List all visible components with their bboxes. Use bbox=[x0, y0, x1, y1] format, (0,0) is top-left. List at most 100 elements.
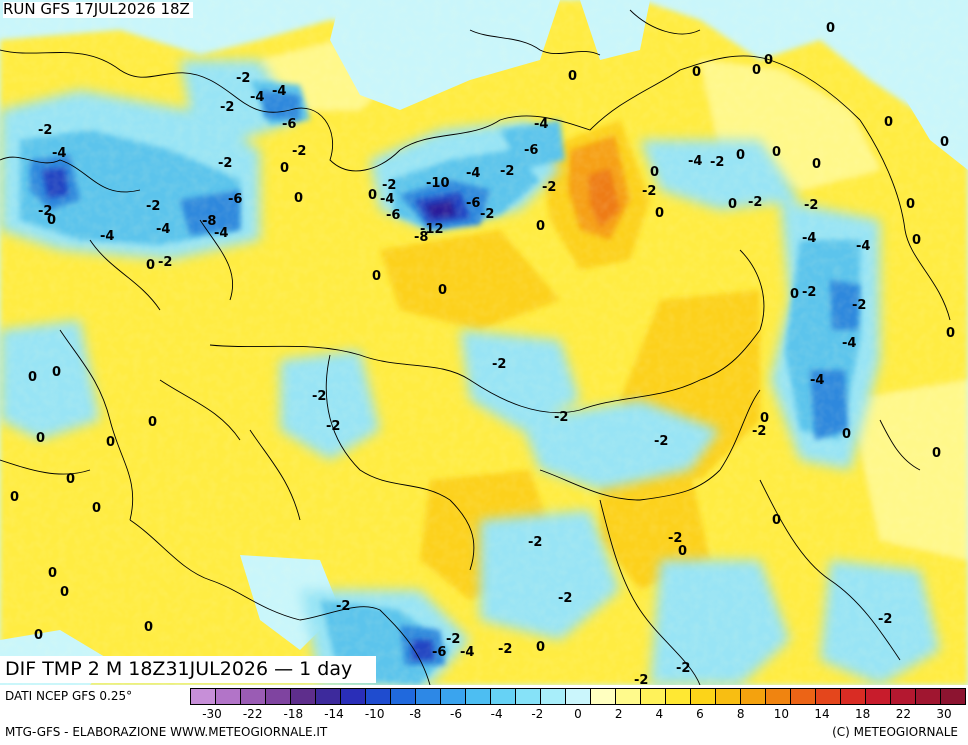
contour-label: -2 bbox=[446, 632, 460, 647]
contour-label: 0 bbox=[655, 206, 664, 221]
scale-swatch bbox=[716, 689, 741, 704]
contour-label: 0 bbox=[536, 640, 545, 655]
contour-label: 0 bbox=[368, 188, 377, 203]
contour-label: -8 bbox=[414, 230, 428, 245]
contour-label: 0 bbox=[568, 69, 577, 84]
contour-label: -2 bbox=[852, 298, 866, 313]
contour-label: 0 bbox=[148, 415, 157, 430]
contour-label: -6 bbox=[228, 192, 242, 207]
contour-label: -2 bbox=[558, 591, 572, 606]
scale-swatch bbox=[216, 689, 241, 704]
contour-label: 0 bbox=[372, 269, 381, 284]
contour-label: -4 bbox=[156, 222, 170, 237]
contour-label: 0 bbox=[772, 513, 781, 528]
contour-label: 0 bbox=[678, 544, 687, 559]
contour-label: -2 bbox=[634, 673, 648, 685]
contour-label: -12 bbox=[420, 222, 444, 237]
scale-tick-label: -10 bbox=[364, 707, 385, 721]
contour-label: 0 bbox=[650, 165, 659, 180]
contour-label: 0 bbox=[760, 411, 769, 426]
contour-label: -2 bbox=[498, 642, 512, 657]
scale-swatch bbox=[616, 689, 641, 704]
scale-tick-label: 4 bbox=[655, 707, 664, 721]
contour-label: 0 bbox=[92, 501, 101, 516]
contour-label: 0 bbox=[438, 283, 447, 298]
contour-labels: -2 -4 -4 -2 -6 -2 -4 -2 -2 0 -6 0 -2 -2 … bbox=[10, 21, 955, 685]
contour-label: 0 bbox=[912, 233, 921, 248]
contour-label: 0 bbox=[34, 628, 43, 643]
contour-label: 0 bbox=[728, 197, 737, 212]
scale-swatch bbox=[291, 689, 316, 704]
contour-label: 0 bbox=[280, 161, 289, 176]
contour-label: -2 bbox=[220, 100, 234, 115]
data-source-label: DATI NCEP GFS 0.25° bbox=[5, 689, 133, 703]
scale-swatch bbox=[841, 689, 866, 704]
scale-swatch bbox=[891, 689, 916, 704]
contour-label: 0 bbox=[842, 427, 851, 442]
temperature-difference-map: -2 -4 -4 -2 -6 -2 -4 -2 -2 0 -6 0 -2 -2 … bbox=[0, 0, 968, 685]
contour-label: -2 bbox=[158, 255, 172, 270]
contour-label: -4 bbox=[534, 117, 548, 132]
scale-swatch bbox=[941, 689, 965, 704]
contour-label: 0 bbox=[294, 191, 303, 206]
contour-label: -2 bbox=[528, 535, 542, 550]
contour-label: -2 bbox=[642, 184, 656, 199]
contour-label: -2 bbox=[326, 419, 340, 434]
scale-tick-label: 22 bbox=[895, 707, 911, 721]
scale-swatch bbox=[766, 689, 791, 704]
scale-tick-label: -30 bbox=[202, 707, 222, 721]
boundary-lines bbox=[0, 9, 951, 685]
contour-label: -2 bbox=[312, 389, 326, 404]
contour-label: -2 bbox=[654, 434, 668, 449]
scale-swatch bbox=[741, 689, 766, 704]
contour-label: 0 bbox=[826, 21, 835, 36]
texture-overlay bbox=[0, 0, 968, 685]
scale-tick-label: 30 bbox=[936, 707, 952, 721]
contour-label: -4 bbox=[460, 645, 474, 660]
contour-label: -6 bbox=[466, 196, 480, 211]
contour-label: -4 bbox=[214, 226, 228, 241]
contour-label: -2 bbox=[878, 612, 892, 627]
contour-label: -10 bbox=[426, 176, 450, 191]
contour-label: 0 bbox=[28, 370, 37, 385]
scale-swatch bbox=[191, 689, 216, 704]
scale-swatch bbox=[666, 689, 691, 704]
contour-label: 0 bbox=[536, 219, 545, 234]
scale-swatch bbox=[566, 689, 591, 704]
contour-label: -2 bbox=[668, 531, 682, 546]
scale-swatch bbox=[916, 689, 941, 704]
contour-label: -6 bbox=[432, 645, 446, 660]
contour-label: -4 bbox=[380, 192, 394, 207]
scale-tick-label: -8 bbox=[409, 707, 422, 721]
contour-label: -6 bbox=[282, 117, 296, 132]
contour-label: -4 bbox=[802, 231, 816, 246]
scale-swatch bbox=[591, 689, 616, 704]
scale-swatch bbox=[466, 689, 491, 704]
contour-label: -2 bbox=[218, 156, 232, 171]
scale-swatch bbox=[241, 689, 266, 704]
contour-label: -4 bbox=[272, 84, 286, 99]
contour-label: -2 bbox=[38, 123, 52, 138]
scale-tick-label: 2 bbox=[614, 707, 623, 721]
scale-swatch bbox=[441, 689, 466, 704]
contour-label: 0 bbox=[60, 585, 69, 600]
scale-swatch bbox=[791, 689, 816, 704]
contour-label: 0 bbox=[790, 287, 799, 302]
scale-swatch bbox=[416, 689, 441, 704]
contour-label: 0 bbox=[772, 145, 781, 160]
contour-label: -4 bbox=[810, 373, 824, 388]
scale-swatch bbox=[641, 689, 666, 704]
contour-label: 0 bbox=[47, 213, 56, 228]
contour-label: 0 bbox=[764, 53, 773, 68]
scale-tick-label: -14 bbox=[324, 707, 344, 721]
scale-swatch bbox=[491, 689, 516, 704]
contour-label: -4 bbox=[856, 239, 870, 254]
scale-swatch bbox=[816, 689, 841, 704]
contour-label: 0 bbox=[10, 490, 19, 505]
contour-label: -2 bbox=[492, 357, 506, 372]
contour-label: -4 bbox=[466, 166, 480, 181]
contour-label: -2 bbox=[752, 424, 766, 439]
contour-label: 0 bbox=[932, 446, 941, 461]
contour-label: 0 bbox=[52, 365, 61, 380]
